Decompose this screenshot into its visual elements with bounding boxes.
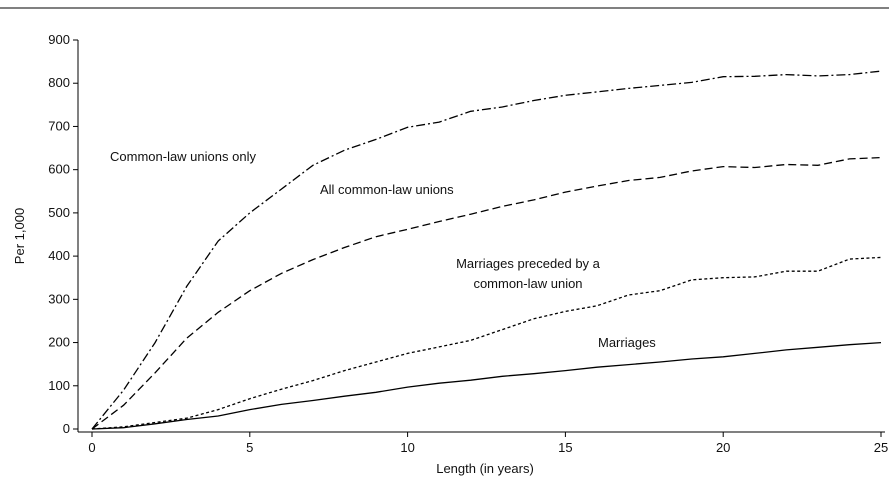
y-tick-label: 600 [48, 162, 70, 177]
series-line [91, 256, 882, 430]
series-label: Marriages preceded by a common-law union [456, 256, 600, 291]
series-label: All common-law unions [320, 182, 454, 197]
series-label: Marriages [598, 335, 656, 350]
x-axis-label: Length (in years) [436, 461, 534, 476]
y-tick-label: 700 [48, 118, 70, 133]
y-tick-label: 500 [48, 205, 70, 220]
x-tick-label: 10 [400, 440, 414, 455]
y-tick-label: 400 [48, 248, 70, 263]
y-axis-label: Per 1,000 [12, 208, 27, 264]
y-tick-label: 900 [48, 32, 70, 47]
series-line [91, 156, 882, 430]
x-tick-label: 20 [716, 440, 730, 455]
y-tick-label: 0 [63, 421, 70, 436]
x-tick-label: 15 [558, 440, 572, 455]
y-tick-label: 100 [48, 378, 70, 393]
y-tick-label: 300 [48, 291, 70, 306]
y-tick-label: 800 [48, 75, 70, 90]
series-line [91, 70, 882, 430]
x-tick-label: 0 [88, 440, 95, 455]
x-tick-label: 25 [874, 440, 888, 455]
x-tick-label: 5 [246, 440, 253, 455]
y-tick-label: 200 [48, 335, 70, 350]
series-label: Common-law unions only [110, 149, 256, 164]
series-line [91, 341, 882, 430]
